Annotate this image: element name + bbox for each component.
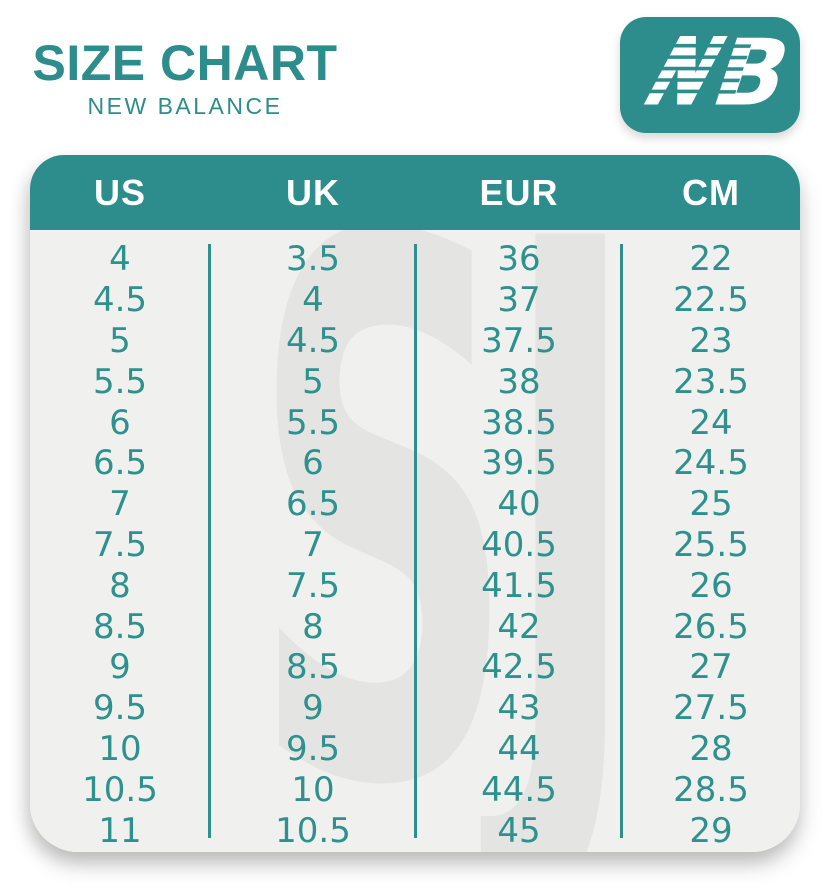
size-cell-uk-row5: 5.5 <box>285 402 341 443</box>
size-cell-eur-row11: 42.5 <box>481 647 557 688</box>
nb-logo-icon: B <box>643 21 800 127</box>
size-cell-eur-row1: 36 <box>497 239 541 280</box>
size-cell-eur-row15: 45 <box>497 810 541 851</box>
size-cell-eur-row2: 37 <box>497 280 541 321</box>
size-grid: 4 3.5 36 22 4.5 4 37 22.5 5 4.5 37.5 23 5.5 5 38 23.5 6 5… <box>30 230 800 851</box>
table-body: SJ 4 3.5 36 22 4.5 4 37 22.5 5 4.5 37.5 23 5.5 5 38 23.… <box>30 230 800 852</box>
size-cell-uk-row14: 10 <box>291 769 335 810</box>
column-header-us: US <box>93 171 146 213</box>
column-header-eur: EUR <box>479 171 559 213</box>
size-cell-cm-row11: 27 <box>689 647 733 688</box>
watermark: SJ <box>250 230 639 852</box>
size-cell-uk-row10: 8 <box>302 606 324 647</box>
size-cell-eur-row4: 38 <box>497 361 541 402</box>
size-cell-us-row3: 5 <box>109 320 131 361</box>
size-cell-us-row9: 8 <box>109 565 131 606</box>
size-cell-cm-row12: 27.5 <box>673 688 749 729</box>
size-cell-us-row4: 5.5 <box>92 361 148 402</box>
size-cell-uk-row2: 4 <box>302 280 324 321</box>
column-header-cm: CM <box>682 171 740 213</box>
size-cell-cm-row14: 28.5 <box>673 769 749 810</box>
size-cell-eur-row7: 40 <box>497 484 541 525</box>
size-cell-us-row15: 11 <box>98 810 142 851</box>
size-cell-us-row11: 9 <box>109 647 131 688</box>
size-cell-uk-row13: 9.5 <box>285 728 341 769</box>
size-chart-table: US UK EUR CM SJ 4 3.5 36 22 4.5 4 37 22.5 5 4.5 37.5 2… <box>30 155 800 852</box>
size-cell-cm-row13: 28 <box>689 728 733 769</box>
size-cell-uk-row8: 7 <box>302 524 324 565</box>
size-cell-us-row7: 7 <box>109 484 131 525</box>
size-cell-cm-row1: 22 <box>689 239 733 280</box>
size-cell-uk-row12: 9 <box>302 688 324 729</box>
size-cell-uk-row4: 5 <box>302 361 324 402</box>
size-cell-cm-row2: 22.5 <box>673 280 749 321</box>
size-cell-cm-row4: 23.5 <box>673 361 749 402</box>
size-cell-eur-row6: 39.5 <box>481 443 557 484</box>
size-cell-cm-row7: 25 <box>689 484 733 525</box>
size-cell-eur-row5: 38.5 <box>481 402 557 443</box>
size-cell-cm-row10: 26.5 <box>673 606 749 647</box>
column-divider-uk-eur <box>414 244 417 838</box>
size-cell-us-row5: 6 <box>109 402 131 443</box>
size-cell-us-row2: 4.5 <box>92 280 148 321</box>
table-header-row: US UK EUR CM <box>30 155 800 230</box>
size-cell-eur-row14: 44.5 <box>481 769 557 810</box>
size-cell-uk-row3: 4.5 <box>285 320 341 361</box>
size-cell-cm-row9: 26 <box>689 565 733 606</box>
size-cell-cm-row6: 24.5 <box>673 443 749 484</box>
size-cell-us-row10: 8.5 <box>92 606 148 647</box>
size-cell-us-row14: 10.5 <box>82 769 158 810</box>
size-cell-uk-row11: 8.5 <box>285 647 341 688</box>
size-cell-cm-row15: 29 <box>689 810 733 851</box>
size-cell-eur-row3: 37.5 <box>481 320 557 361</box>
size-cell-cm-row8: 25.5 <box>673 524 749 565</box>
size-cell-cm-row3: 23 <box>689 320 733 361</box>
size-cell-uk-row9: 7.5 <box>285 565 341 606</box>
size-cell-uk-row15: 10.5 <box>275 810 351 851</box>
size-cell-us-row6: 6.5 <box>92 443 148 484</box>
size-cell-us-row13: 10 <box>98 728 142 769</box>
column-header-uk: UK <box>286 171 340 213</box>
size-cell-us-row8: 7.5 <box>92 524 148 565</box>
page-title: SIZE CHART <box>32 35 338 91</box>
size-cell-eur-row10: 42 <box>497 606 541 647</box>
size-cell-eur-row13: 44 <box>497 728 541 769</box>
column-divider-us-uk <box>208 244 211 838</box>
new-balance-logo: B <box>620 17 800 133</box>
size-cell-uk-row1: 3.5 <box>285 239 341 280</box>
size-cell-us-row12: 9.5 <box>92 688 148 729</box>
title-block: SIZE CHART NEW BALANCE <box>30 38 340 120</box>
size-cell-eur-row12: 43 <box>497 688 541 729</box>
column-divider-eur-cm <box>620 244 623 838</box>
size-cell-uk-row7: 6.5 <box>285 484 341 525</box>
size-cell-us-row1: 4 <box>109 239 131 280</box>
size-cell-eur-row9: 41.5 <box>481 565 557 606</box>
size-cell-eur-row8: 40.5 <box>481 524 557 565</box>
page-subtitle: NEW BALANCE <box>87 93 283 119</box>
size-cell-uk-row6: 6 <box>302 443 324 484</box>
size-cell-cm-row5: 24 <box>689 402 733 443</box>
